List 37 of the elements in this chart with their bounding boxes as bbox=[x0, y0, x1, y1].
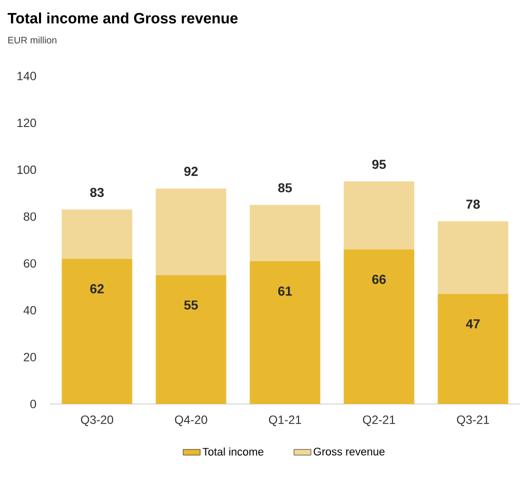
total-label: 92 bbox=[184, 166, 198, 176]
bar bbox=[250, 204, 320, 262]
y-tick-label: 20 bbox=[24, 352, 36, 362]
data-label: 66 bbox=[372, 274, 386, 284]
y-tick-label: 80 bbox=[24, 212, 36, 221]
x-tick-label: Q3-21 bbox=[456, 415, 490, 426]
bar bbox=[438, 294, 508, 404]
bar bbox=[250, 261, 320, 404]
bar bbox=[344, 249, 414, 404]
data-label: 62 bbox=[90, 284, 104, 294]
x-tick-label: Q4-20 bbox=[174, 415, 208, 426]
x-tick-label: Q1-21 bbox=[268, 415, 302, 426]
y-tick-label: 140 bbox=[17, 72, 36, 80]
bar bbox=[438, 221, 508, 294]
bar bbox=[62, 210, 132, 259]
y-tick-label: 100 bbox=[17, 165, 36, 174]
total-label: 85 bbox=[278, 183, 292, 192]
y-tick-label: 60 bbox=[24, 259, 36, 268]
bar bbox=[156, 188, 226, 276]
x-tick-label: Q2-21 bbox=[362, 415, 396, 426]
bar bbox=[156, 275, 226, 404]
x-tick-label: Q3-20 bbox=[80, 415, 114, 426]
bar bbox=[62, 258, 132, 404]
total-label: 83 bbox=[90, 188, 104, 198]
y-tick-label: 120 bbox=[17, 118, 36, 128]
bar bbox=[344, 181, 414, 250]
y-tick-label: 40 bbox=[24, 306, 36, 315]
legend-label: Gross revenue bbox=[314, 448, 385, 456]
data-label: 47 bbox=[466, 319, 480, 328]
chart-title: Total income and Gross revenue bbox=[8, 12, 238, 24]
chart-subtitle: EUR million bbox=[8, 36, 56, 44]
legend-label: Total income bbox=[202, 448, 264, 456]
total-label: 78 bbox=[466, 200, 480, 209]
total-label: 95 bbox=[372, 160, 386, 169]
data-label: 55 bbox=[184, 300, 198, 310]
data-label: 61 bbox=[278, 286, 292, 296]
y-tick-label: 0 bbox=[30, 400, 36, 408]
